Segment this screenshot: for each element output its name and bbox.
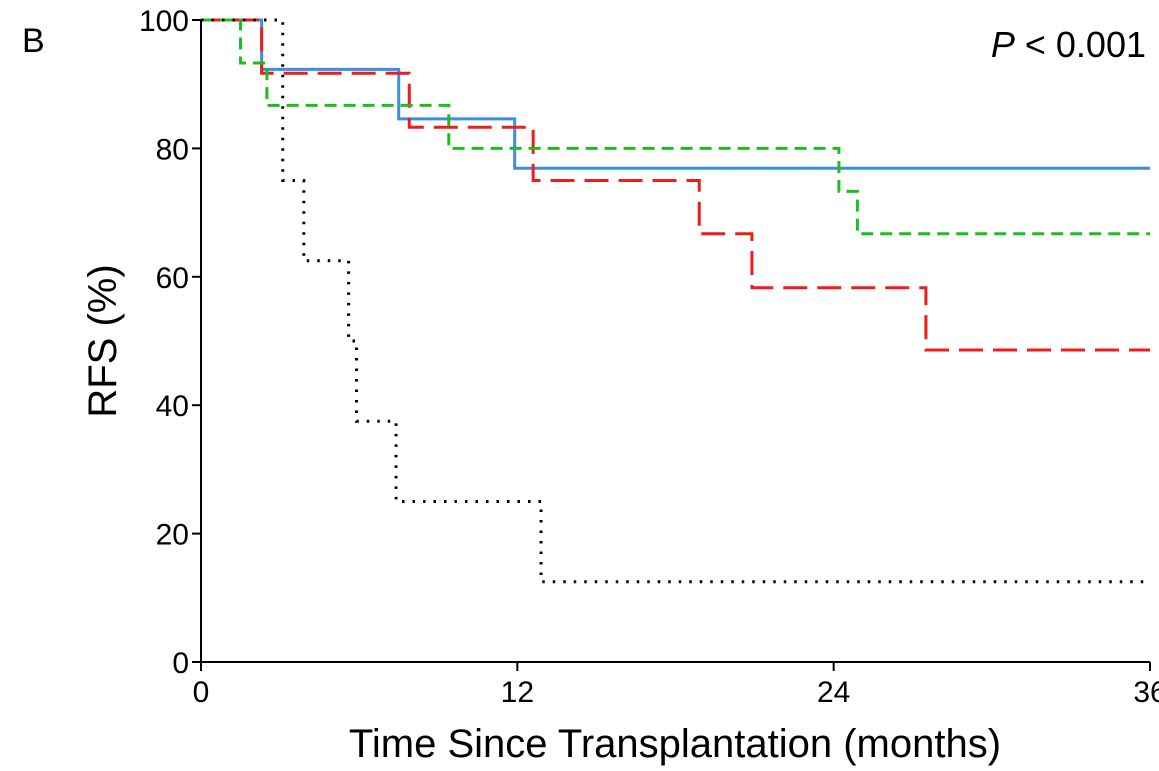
y-tick-label: 60 [156, 262, 189, 295]
x-tick-label: 0 [193, 676, 210, 709]
panel-label: B [22, 22, 45, 60]
p-value-text: < 0.001 [1015, 24, 1146, 65]
y-tick-label: 40 [156, 390, 189, 423]
y-axis-title: RFS (%) [81, 264, 125, 417]
plot-area [201, 18, 1150, 584]
x-tick-label: 24 [817, 676, 850, 709]
x-ticks: 0 12 24 36 [193, 662, 1159, 709]
x-tick-label: 36 [1133, 676, 1159, 709]
x-tick-label: 12 [501, 676, 534, 709]
series-line-4 [201, 18, 1150, 584]
series-line-2 [201, 18, 1150, 352]
y-tick-label: 0 [172, 647, 189, 680]
x-axis-title: Time Since Transplantation (months) [349, 722, 1001, 766]
y-tick-label: 20 [156, 519, 189, 552]
p-value-annotation: P < 0.001 [991, 24, 1146, 65]
p-value-symbol: P [991, 24, 1015, 65]
y-tick-label: 100 [139, 5, 189, 38]
y-tick-label: 80 [156, 133, 189, 166]
y-ticks: 0 20 40 60 80 100 [139, 5, 201, 680]
